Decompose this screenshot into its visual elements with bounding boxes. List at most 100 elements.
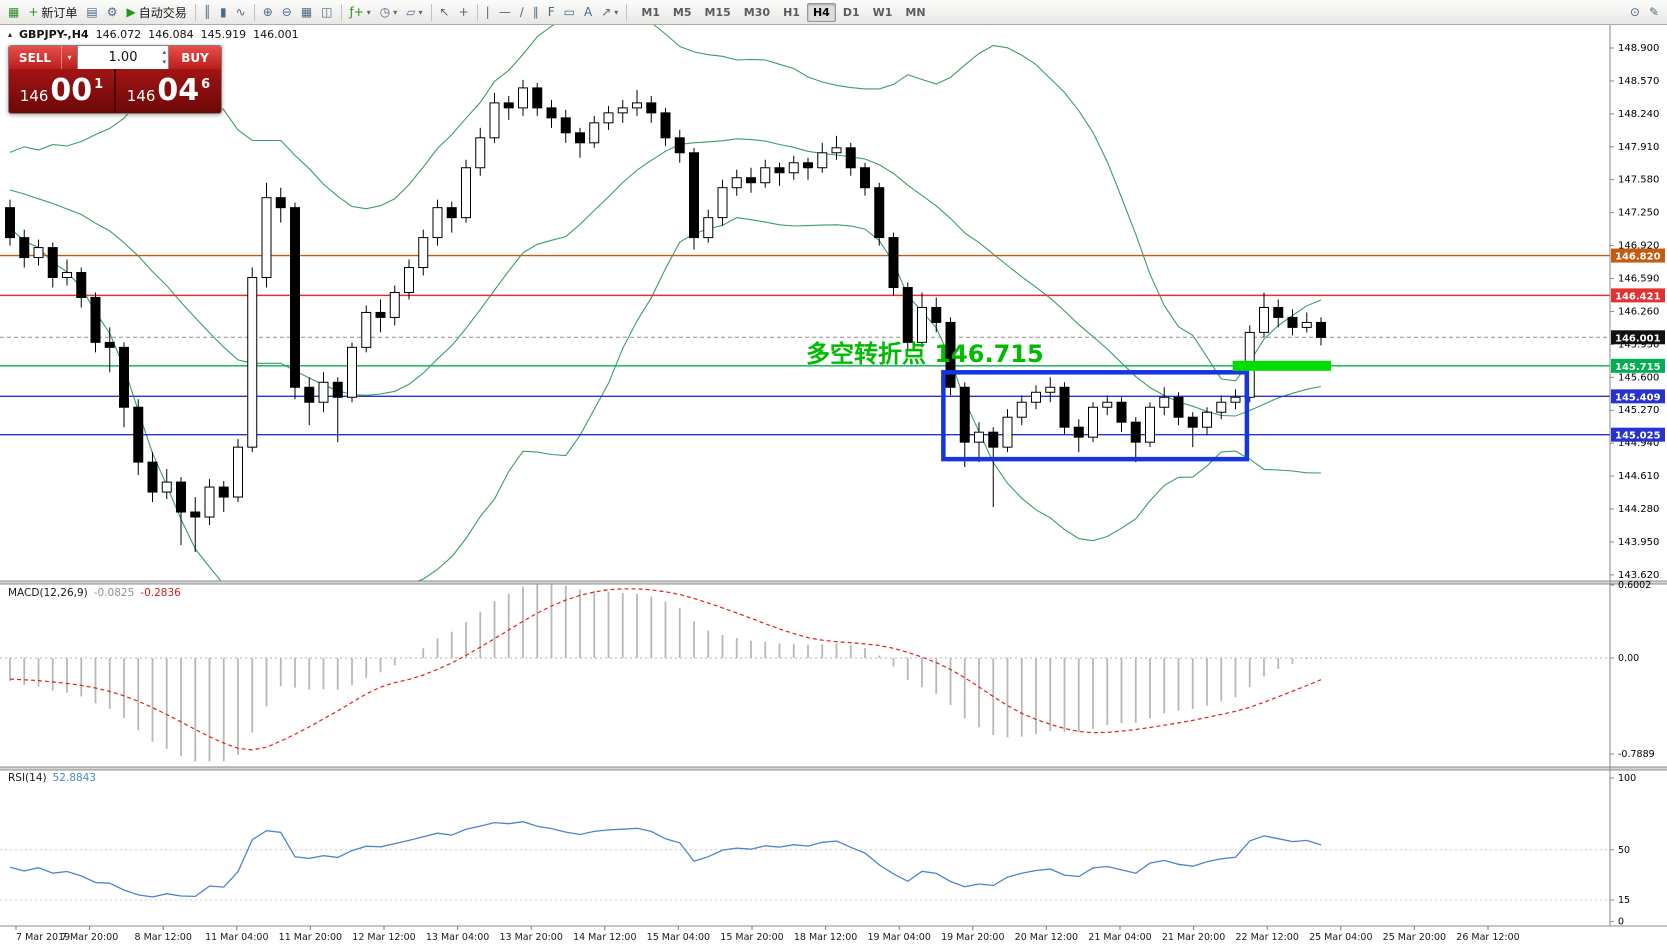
rsi-value: 52.8843 (52, 772, 97, 784)
time-axis-label: 26 Mar 12:00 (1456, 932, 1519, 943)
price-scale-label: 145.930 (1618, 339, 1659, 350)
macd-signal-value: -0.2836 (140, 587, 181, 599)
price-scale-label: 144.280 (1618, 504, 1659, 515)
ohlc-low: 145.919 (200, 28, 247, 41)
fibonacci-icon[interactable]: F (544, 2, 559, 22)
time-axis-label: 11 Mar 04:00 (205, 932, 268, 943)
price-scale-label: 145.270 (1618, 405, 1659, 416)
templates-dropdown[interactable]: ▱ ▾ (402, 2, 426, 22)
indicators-button[interactable]: ƒ+ ▾ (346, 2, 375, 22)
zoom-in-icon[interactable]: ⊕ (259, 2, 277, 22)
rsi-label: RSI(14) (8, 772, 47, 784)
time-axis-label: 7 Mar 2019 (16, 932, 70, 943)
horizontal-line-icon[interactable]: — (495, 2, 515, 22)
price-tag-145.025 (1611, 427, 1665, 442)
price-scale-label: 145.600 (1618, 372, 1659, 383)
volume-input[interactable]: 1.00 ▴ ▾ (77, 46, 169, 69)
search-icon[interactable]: ⊙ (1626, 2, 1644, 22)
options-icon[interactable]: ⚙ (103, 2, 122, 22)
crosshair-icon[interactable]: + (455, 2, 473, 22)
sep-6 (626, 3, 628, 21)
symbol-info-bar: ▴ GBPJPY-,H4 146.072 146.084 145.919 146… (8, 28, 299, 41)
new-order-button[interactable]: + 新订单 (24, 2, 81, 22)
timeframe-mn[interactable]: MN (899, 3, 931, 22)
time-axis-label: 7 Mar 20:00 (61, 932, 118, 943)
price-scale-label: 147.580 (1618, 175, 1659, 186)
price-scale-label: 148.570 (1618, 76, 1659, 87)
cascade-windows-icon[interactable]: ◫ (317, 2, 336, 22)
timeframe-h4[interactable]: H4 (806, 2, 836, 22)
sep-4 (430, 3, 432, 21)
vertical-line-icon[interactable]: | (482, 2, 494, 22)
bar-chart-icon[interactable]: ║ (200, 2, 215, 22)
buy-price[interactable]: 146 04 6 (126, 73, 211, 108)
cursor-icon[interactable]: ↖ (436, 2, 454, 22)
sell-price[interactable]: 146 00 1 (19, 73, 104, 108)
consolidation-box (941, 370, 1250, 462)
time-axis-label: 20 Mar 12:00 (1015, 932, 1078, 943)
timeframe-m15[interactable]: M15 (699, 3, 737, 22)
timeframe-m30[interactable]: M30 (738, 3, 776, 22)
new-chart-icon[interactable]: ▦ (4, 2, 23, 22)
sell-button[interactable]: SELL (9, 46, 61, 69)
text-icon[interactable]: A (580, 2, 596, 22)
svg-text:146.001: 146.001 (1615, 333, 1661, 344)
candles-layer (5, 79, 1326, 552)
candlestick-chart-icon[interactable]: ▮ (216, 2, 231, 22)
symbol-title: GBPJPY-,H4 (19, 28, 89, 41)
arrow-tools-icon[interactable]: ↗ ▾ (597, 2, 622, 22)
time-axis-label: 21 Mar 20:00 (1162, 932, 1225, 943)
rsi-scale-label: 50 (1618, 845, 1630, 856)
bollinger-lower (9, 217, 1322, 581)
price-scale-label: 143.950 (1618, 537, 1659, 548)
macd-scale-label: 0.6002 (1618, 580, 1651, 591)
tile-windows-icon[interactable]: ▦ (297, 2, 316, 22)
one-click-trading-widget: SELL ▾ 1.00 ▴ ▾ BUY 146 00 1 146 04 6 (8, 45, 222, 114)
buy-button[interactable]: BUY (169, 46, 221, 69)
svg-text:146.820: 146.820 (1615, 252, 1661, 263)
timeframe-m1[interactable]: M1 (635, 3, 666, 22)
price-tag-146.001 (1611, 330, 1665, 345)
metaeditor-icon[interactable]: ▤ (82, 2, 101, 22)
time-axis-label: 15 Mar 04:00 (647, 932, 710, 943)
timeframe-d1[interactable]: D1 (837, 3, 866, 22)
turning-point-annotation: 多空转折点 146.715 (806, 340, 1044, 368)
periods-dropdown[interactable]: ◷ ▾ (376, 2, 402, 22)
timeframe-m5[interactable]: M5 (667, 3, 698, 22)
price-tag-145.715 (1611, 358, 1665, 373)
time-axis-label: 22 Mar 12:00 (1235, 932, 1298, 943)
price-scale-label: 144.610 (1618, 471, 1659, 482)
time-axis-label: 11 Mar 20:00 (279, 932, 342, 943)
price-scale-label: 143.620 (1618, 570, 1659, 581)
order-type-dropdown[interactable]: ▾ (61, 46, 77, 69)
edit-icon[interactable]: ✎ (1645, 2, 1663, 22)
price-tag-146.820 (1611, 248, 1665, 263)
macd-histogram (9, 584, 1322, 762)
ohlc-close: 146.001 (253, 28, 299, 41)
svg-text:145.715: 145.715 (1615, 362, 1661, 373)
timeframe-group: M1 M5 M15 M30 H1 H4 D1 W1 MN (635, 2, 931, 22)
timeframe-w1[interactable]: W1 (867, 3, 899, 22)
equidistant-channel-icon[interactable]: ∥ (529, 2, 543, 22)
volume-stepper[interactable]: ▴ ▾ (162, 48, 166, 66)
zoom-out-icon[interactable]: ⊖ (278, 2, 296, 22)
time-axis-label: 13 Mar 04:00 (426, 932, 489, 943)
rsi-scale-label: 0 (1618, 917, 1624, 928)
trendline-icon[interactable]: ∕ (516, 2, 528, 22)
time-axis-label: 25 Mar 04:00 (1309, 932, 1372, 943)
price-scale-label: 146.920 (1618, 241, 1659, 252)
line-chart-icon[interactable]: ∿ (232, 2, 250, 22)
time-axis-label: 18 Mar 12:00 (794, 932, 857, 943)
time-axis-label: 19 Mar 04:00 (867, 932, 930, 943)
symbol-collapse-icon[interactable]: ▴ (8, 30, 13, 39)
macd-scale-label: 0.00 (1618, 653, 1639, 664)
autotrading-button[interactable]: ▶ 自动交易 (123, 2, 191, 22)
sep-5 (476, 3, 478, 21)
sep-2 (253, 3, 255, 21)
macd-label: MACD(12,26,9) (8, 587, 88, 599)
price-scale-label: 148.240 (1618, 109, 1659, 120)
shapes-icon[interactable]: ▭ (560, 2, 579, 22)
timeframe-h1[interactable]: H1 (777, 3, 806, 22)
